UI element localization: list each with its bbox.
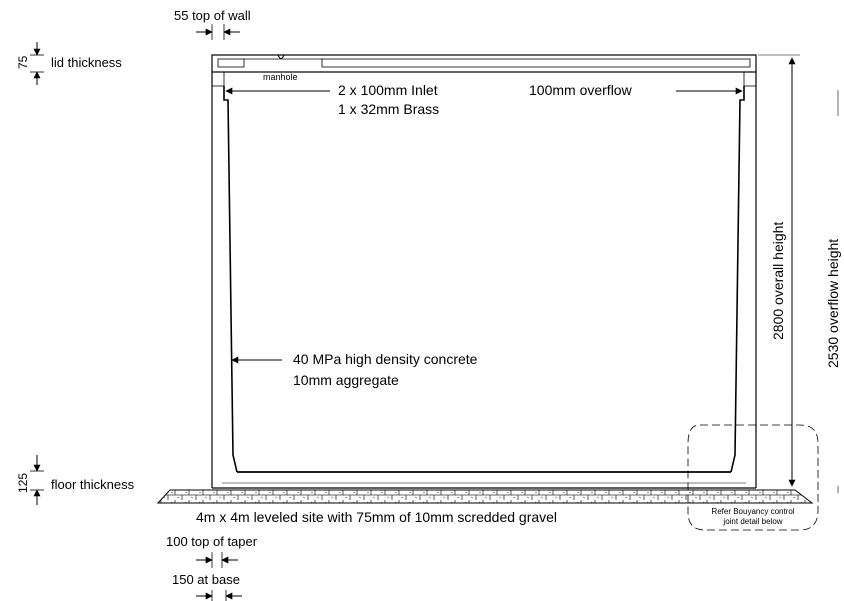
site-label: 4m x 4m leveled site with 75mm of 10mm s… [196,509,557,525]
lid-thickness-label: lid thickness [51,55,122,70]
tank-walls [211,71,757,489]
buoyancy-label-line1: Refer Bouyancy control [711,507,794,516]
concrete-callout: 40 MPa high density concrete 10mm aggreg… [231,351,478,388]
overflow-label: 100mm overflow [529,82,633,98]
tank-lid [211,54,757,73]
manhole-icon [277,54,285,59]
gravel-base [156,489,814,504]
top-of-taper-dimension: 100 top of taper [166,534,258,568]
overflow-height-label: 2530 overflow height [825,239,841,368]
at-base-label: 150 at base [172,572,240,587]
overflow-height-dimension: 2530 overflow height [825,90,841,493]
buoyancy-callout: Refer Bouyancy control joint detail belo… [687,424,819,531]
manhole-label: manhole [263,72,298,82]
top-of-wall-label: 55 top of wall [174,8,251,23]
floor-thickness-label: floor thickness [51,477,135,492]
concrete-label-line1: 40 MPa high density concrete [293,351,478,367]
floor-thickness-value: 125 [16,473,30,493]
at-base-dimension: 150 at base [172,572,242,601]
inlet-label-line1: 2 x 100mm Inlet [338,82,438,98]
lid-thickness-dimension: 75 lid thickness [16,42,122,85]
overall-height-dimension: 2800 overall height [758,54,800,487]
inlet-label-line2: 1 x 32mm Brass [338,101,439,117]
inlet-callout: 2 x 100mm Inlet 1 x 32mm Brass [225,82,439,117]
floor-thickness-dimension: 125 floor thickness [16,455,135,505]
buoyancy-label-line2: joint detail below [722,517,782,526]
lid-thickness-value: 75 [16,55,30,69]
overall-height-label: 2800 overall height [770,222,786,340]
overflow-callout: 100mm overflow [529,82,743,98]
top-of-taper-label: 100 top of taper [166,534,258,549]
top-of-wall-dimension: 55 top of wall [174,8,251,40]
concrete-label-line2: 10mm aggregate [293,372,399,388]
